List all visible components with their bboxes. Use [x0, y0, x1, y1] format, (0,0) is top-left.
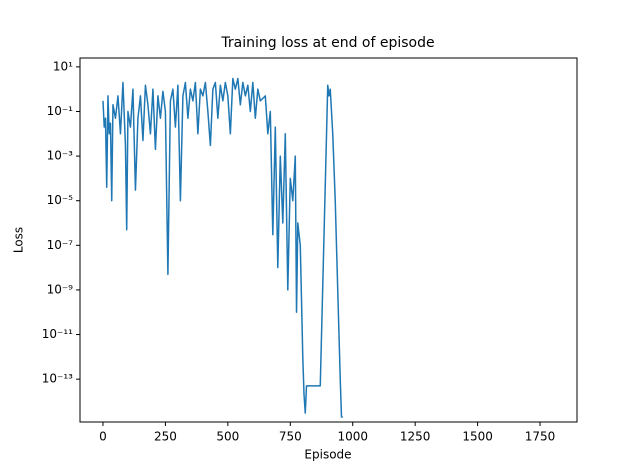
plot-frame	[79, 57, 578, 423]
y-tick-label: 10⁻⁷	[47, 238, 74, 252]
y-tick-label: 10⁻³	[47, 149, 74, 163]
y-tick-label: 10⁻¹	[47, 104, 74, 118]
y-tick-label: 10⁻¹³	[42, 372, 73, 386]
x-tick-label: 1250	[400, 430, 431, 444]
y-tick-label: 10⁻⁹	[47, 282, 74, 296]
x-tick-label: 1750	[525, 430, 556, 444]
x-tick-label: 1500	[462, 430, 493, 444]
y-axis-label: Loss	[12, 227, 26, 253]
y-tick-label: 10¹	[53, 59, 73, 73]
y-tick-label: 10⁻⁵	[47, 193, 74, 207]
x-axis-label: Episode	[304, 448, 351, 462]
x-tick-label: 1000	[337, 430, 368, 444]
loss-line	[102, 77, 343, 418]
x-tick-label: 0	[99, 430, 107, 444]
chart-title: Training loss at end of episode	[220, 35, 434, 51]
x-tick-label: 500	[216, 430, 239, 444]
y-tick-label: 10⁻¹¹	[42, 327, 73, 341]
x-tick-label: 750	[279, 430, 302, 444]
x-tick-label: 250	[154, 430, 177, 444]
